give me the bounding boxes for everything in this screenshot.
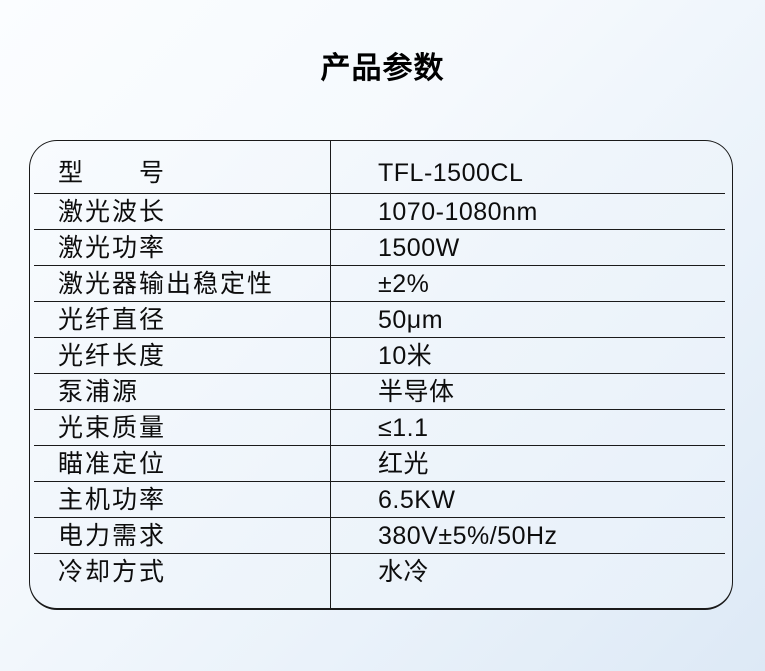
spec-label: 冷却方式 — [58, 557, 167, 586]
table-row: 冷却方式 水冷 — [34, 554, 725, 608]
spec-value: 半导体 — [378, 377, 455, 406]
spec-value: 6.5KW — [378, 485, 456, 514]
table-row: 激光波长 1070-1080nm — [34, 194, 725, 230]
spec-label: 光纤直径 — [58, 305, 167, 334]
spec-value: 水冷 — [378, 557, 430, 586]
spec-value: 10米 — [378, 341, 433, 370]
table-row: 光纤长度 10米 — [34, 338, 725, 374]
spec-value: 红光 — [378, 449, 430, 478]
column-divider — [330, 141, 331, 608]
spec-value: 1500W — [378, 233, 460, 262]
table-row: 电力需求 380V±5%/50Hz — [34, 518, 725, 554]
spec-label: 主机功率 — [58, 485, 167, 514]
table-row: 激光功率 1500W — [34, 230, 725, 266]
spec-value: 380V±5%/50Hz — [378, 521, 558, 550]
spec-label: 电力需求 — [58, 521, 167, 550]
spec-value: 1070-1080nm — [378, 197, 538, 226]
table-row: 光纤直径 50μm — [34, 302, 725, 338]
table-row: 瞄准定位 红光 — [34, 446, 725, 482]
table-row: 激光器输出稳定性 ±2% — [34, 266, 725, 302]
spec-value: TFL-1500CL — [378, 159, 524, 187]
spec-label: 瞄准定位 — [58, 449, 167, 478]
spec-label: 光纤长度 — [58, 341, 167, 370]
table-row: 泵浦源 半导体 — [34, 374, 725, 410]
table-row: 主机功率 6.5KW — [34, 482, 725, 518]
spec-value: ±2% — [378, 269, 430, 298]
spec-label: 型 号 — [58, 159, 167, 187]
spec-label: 激光器输出稳定性 — [58, 269, 275, 298]
spec-value: ≤1.1 — [378, 413, 429, 442]
spec-label: 激光波长 — [58, 197, 167, 226]
table-row: 型 号 TFL-1500CL — [34, 141, 725, 194]
spec-table: 型 号 TFL-1500CL 激光波长 1070-1080nm 激光功率 150… — [29, 140, 733, 610]
spec-rows: 型 号 TFL-1500CL 激光波长 1070-1080nm 激光功率 150… — [30, 141, 732, 608]
spec-label: 光束质量 — [58, 413, 167, 442]
page-title: 产品参数 — [320, 52, 445, 85]
spec-label: 泵浦源 — [58, 377, 140, 406]
table-row: 光束质量 ≤1.1 — [34, 410, 725, 446]
spec-label: 激光功率 — [58, 233, 167, 262]
spec-value: 50μm — [378, 305, 444, 334]
